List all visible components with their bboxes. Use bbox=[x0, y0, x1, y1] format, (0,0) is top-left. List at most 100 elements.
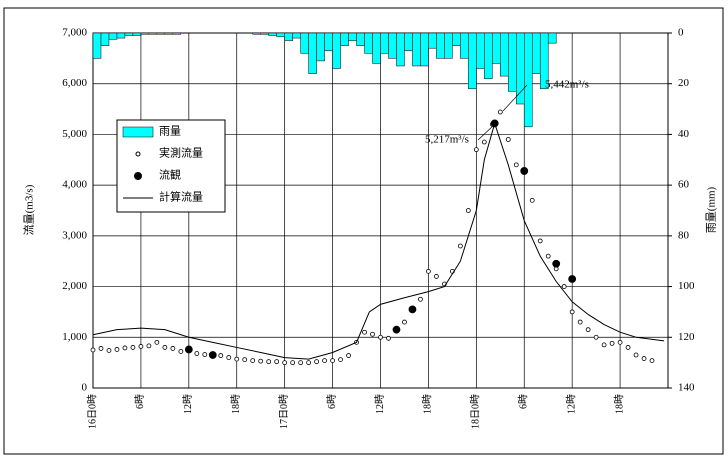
observed-dot bbox=[90, 347, 96, 353]
x-tick-label: 18時 bbox=[422, 394, 434, 414]
rain-bar bbox=[252, 32, 261, 35]
rain-bar bbox=[284, 32, 293, 41]
observed-dot bbox=[370, 331, 375, 337]
observed-dot bbox=[569, 309, 575, 315]
y-tick-label: 6,000 bbox=[62, 77, 87, 89]
observed-dot bbox=[633, 352, 639, 358]
observed-dot bbox=[593, 334, 599, 340]
rain-bar bbox=[124, 32, 134, 36]
observed-dot bbox=[473, 147, 479, 153]
observed-dot bbox=[258, 358, 264, 364]
observed-dot bbox=[330, 358, 335, 364]
observed-dot bbox=[162, 345, 168, 350]
frame bbox=[3, 7, 724, 455]
rain-bar bbox=[116, 32, 126, 39]
rain-bar bbox=[132, 32, 142, 36]
x-tick-label: 12時 bbox=[374, 394, 386, 414]
rain-bar bbox=[92, 32, 102, 59]
rain-bar bbox=[148, 32, 158, 35]
rain-bar bbox=[492, 32, 501, 64]
x-tick-label: 6時 bbox=[326, 394, 338, 409]
observed-dot bbox=[537, 238, 543, 244]
observed-dot bbox=[481, 139, 487, 145]
rain-bar bbox=[268, 32, 277, 36]
flow-obs-dot bbox=[568, 275, 577, 283]
rain-bar bbox=[436, 32, 445, 59]
rain-bar bbox=[468, 32, 477, 90]
x-tick-label: 17日0時 bbox=[278, 394, 290, 429]
observed-dot bbox=[202, 352, 208, 357]
observed-dot bbox=[465, 208, 471, 213]
observed-dot bbox=[226, 355, 232, 360]
flow-obs-dot bbox=[392, 325, 401, 334]
observed-dot bbox=[106, 348, 112, 353]
observed-dot bbox=[625, 345, 631, 350]
x-tick-label: 6時 bbox=[134, 394, 146, 409]
observed-dot bbox=[170, 346, 176, 351]
rain-bar bbox=[420, 32, 429, 67]
observed-dot bbox=[130, 345, 136, 350]
x-tick-label: 18時 bbox=[230, 394, 242, 414]
x-tick-label: 12時 bbox=[565, 394, 577, 414]
rain-bar bbox=[332, 32, 341, 69]
rain-bar bbox=[324, 32, 333, 51]
legend-label: 実測流量 bbox=[159, 146, 203, 160]
observed-dot bbox=[298, 360, 304, 366]
y2-tick-label: 100 bbox=[678, 280, 695, 292]
rain-bar bbox=[164, 32, 174, 35]
observed-dot bbox=[497, 109, 503, 115]
observed-dot bbox=[322, 358, 327, 364]
observed-dot bbox=[609, 340, 615, 346]
flow-obs-dot bbox=[208, 351, 217, 359]
y-tick-label: 7,000 bbox=[62, 27, 87, 39]
y-tick-label: 5,000 bbox=[62, 128, 87, 140]
x-tick-label: 18時 bbox=[613, 394, 625, 414]
rain-bar bbox=[260, 32, 269, 35]
observed-dot bbox=[242, 357, 248, 363]
rain-bar bbox=[452, 32, 461, 46]
rain-bar bbox=[531, 32, 541, 74]
rain-bar bbox=[444, 32, 453, 59]
observed-dot bbox=[306, 360, 312, 366]
flow-obs-dot bbox=[408, 305, 417, 314]
rain-bar bbox=[316, 32, 325, 62]
rain-bar bbox=[100, 32, 110, 46]
observed-dot bbox=[346, 353, 351, 358]
flow-obs-dot bbox=[520, 167, 529, 175]
rain-bar bbox=[508, 32, 517, 92]
observed-dot bbox=[577, 319, 583, 325]
y2-tick-label: 80 bbox=[678, 229, 690, 241]
rain-bar bbox=[156, 32, 166, 35]
observed-dot bbox=[178, 349, 184, 354]
rain-bar bbox=[356, 32, 365, 46]
rain-bar bbox=[380, 32, 389, 54]
annotation: 5,217m³/s bbox=[425, 134, 469, 146]
legend-label: 雨量 bbox=[159, 125, 181, 138]
x-tick-label: 16日0時 bbox=[86, 394, 98, 429]
observed-dot bbox=[114, 347, 120, 352]
legend-swatch bbox=[122, 126, 154, 138]
rain-bar bbox=[172, 32, 182, 35]
y2-tick-label: 120 bbox=[678, 331, 695, 343]
observed-dot bbox=[138, 344, 144, 349]
flow-obs-dot bbox=[552, 259, 561, 268]
rain-bar bbox=[428, 32, 437, 49]
observed-dot bbox=[585, 327, 591, 333]
observed-dot bbox=[378, 334, 383, 340]
observed-dot bbox=[234, 356, 240, 362]
rain-bar bbox=[412, 32, 421, 67]
x-tick-label: 12時 bbox=[182, 394, 194, 414]
y2-tick-label: 20 bbox=[678, 77, 690, 89]
rain-bar bbox=[300, 32, 309, 54]
y2-tick-label: 0 bbox=[678, 27, 684, 39]
rain-bar bbox=[460, 32, 469, 59]
annotation-leader bbox=[502, 84, 528, 112]
observed-dot bbox=[122, 345, 128, 351]
observed-dot bbox=[402, 319, 407, 325]
x-tick-label: 6時 bbox=[518, 394, 530, 409]
observed-dot bbox=[386, 335, 391, 341]
rain-bar bbox=[388, 32, 397, 59]
legend-label: 流観 bbox=[159, 168, 181, 182]
legend-swatch bbox=[135, 151, 141, 157]
